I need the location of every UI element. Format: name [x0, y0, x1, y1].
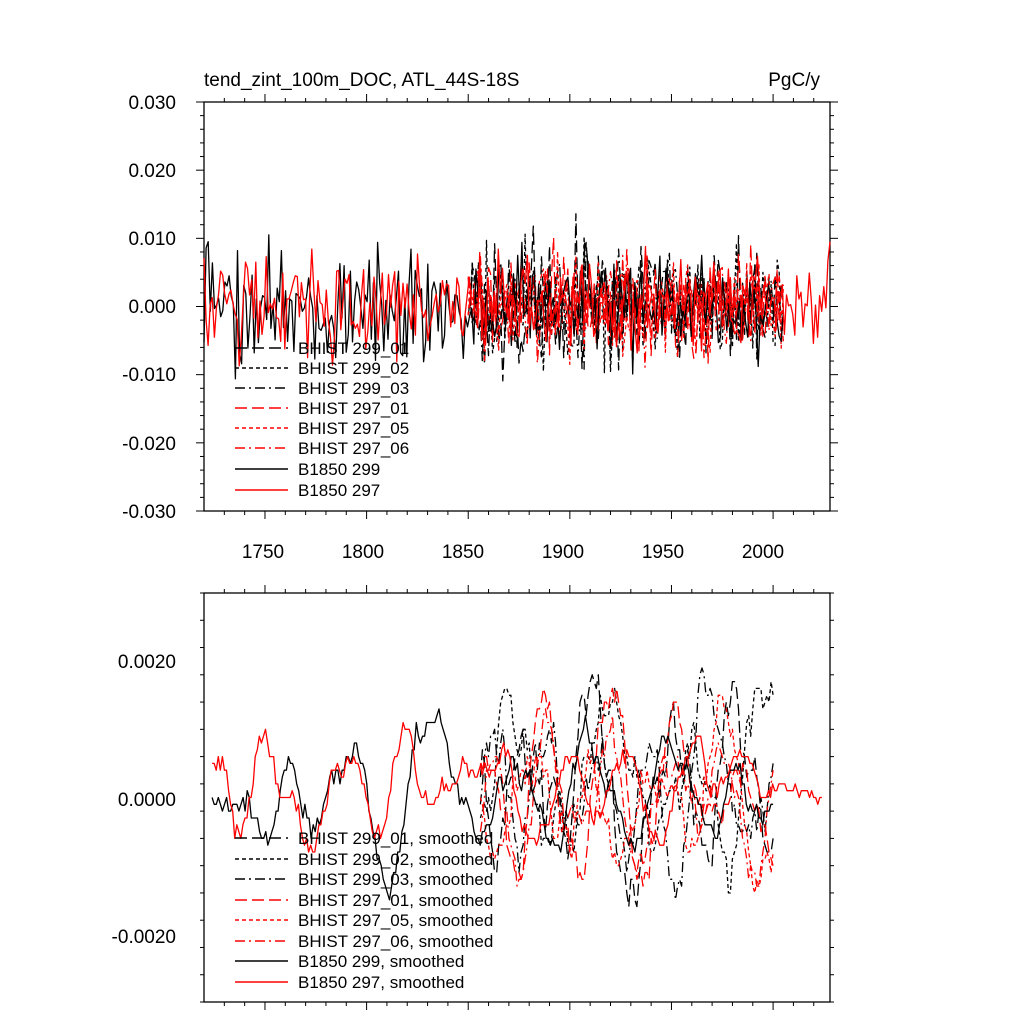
series-line-bhist-297-01-smoothed	[479, 687, 774, 887]
legend-label: BHIST 299_02, smoothed	[298, 850, 493, 869]
legend-label: BHIST 297_05	[298, 419, 409, 438]
series-line-bhist-297-06-smoothed	[479, 708, 774, 887]
legend-label: BHIST 297_06	[298, 439, 409, 458]
legend-label: B1850 299, smoothed	[298, 952, 464, 971]
x-tick-label: 1950	[642, 542, 684, 563]
bottom-panel-ticks	[200, 585, 834, 1010]
y-tick-label: 0.000	[128, 297, 176, 318]
top-panel-series	[203, 213, 831, 382]
x-tick-label: 1800	[342, 542, 384, 563]
legend-label: BHIST 299_02	[298, 359, 409, 378]
bottom-panel-y-tick-labels: 0.0020 0.0000 -0.0020	[112, 652, 176, 948]
legend-label: BHIST 297_01, smoothed	[298, 891, 493, 910]
series-line-bhist-299-01-smoothed	[479, 674, 774, 908]
legend-label: BHIST 297_01	[298, 399, 409, 418]
bottom-panel-frame	[203, 592, 831, 1003]
legend-label: BHIST 297_05, smoothed	[298, 911, 493, 930]
y-tick-label: -0.0020	[112, 927, 176, 948]
bottom-panel-legend: BHIST 299_01, smoothed BHIST 299_02, smo…	[235, 829, 493, 992]
legend-label: BHIST 299_01	[298, 339, 409, 358]
series-line-bhist-297-05	[467, 250, 784, 366]
y-tick-label: 0.020	[128, 161, 176, 182]
y-tick-label: -0.010	[122, 365, 176, 386]
bottom-panel-series	[211, 667, 822, 908]
top-panel-x-tick-labels: 1750 1800 1850 1900 1950 2000	[242, 542, 784, 563]
legend-label: B1850 299	[298, 460, 380, 479]
series-line-b1850-297	[203, 241, 831, 367]
x-tick-label: 2000	[742, 542, 784, 563]
series-line-bhist-297-06	[467, 247, 784, 368]
series-line-b1850-299-smoothed	[211, 708, 774, 901]
top-panel-ticks	[196, 94, 838, 519]
top-panel-title: tend_zint_100m_DOC, ATL_44S-18S	[204, 70, 519, 91]
y-tick-label: 0.010	[128, 229, 176, 250]
legend-label: BHIST 299_03	[298, 379, 409, 398]
y-tick-label: 0.0000	[118, 790, 176, 811]
top-panel: tend_zint_100m_DOC, ATL_44S-18S PgC/y 0.…	[122, 70, 838, 563]
top-panel-units: PgC/y	[768, 70, 820, 91]
legend-label: BHIST 297_06, smoothed	[298, 932, 493, 951]
top-panel-legend: BHIST 299_01 BHIST 299_02 BHIST 299_03 B…	[235, 339, 409, 500]
legend-label: B1850 297	[298, 481, 380, 500]
legend-label: B1850 297, smoothed	[298, 973, 464, 992]
y-tick-label: -0.030	[122, 502, 176, 523]
series-line-bhist-299-02-smoothed	[479, 680, 774, 894]
y-tick-label: -0.020	[122, 434, 176, 455]
bottom-panel: 0.0020 0.0000 -0.0020 BHIST 299_01, smoo…	[112, 585, 834, 1010]
legend-label: BHIST 299_03, smoothed	[298, 870, 493, 889]
legend-label: BHIST 299_01, smoothed	[298, 829, 493, 848]
top-panel-y-tick-labels: 0.030 0.020 0.010 0.000 -0.010 -0.020 -0…	[122, 93, 176, 523]
y-tick-label: 0.030	[128, 93, 176, 114]
x-tick-label: 1900	[542, 542, 584, 563]
y-tick-label: 0.0020	[118, 652, 176, 673]
x-tick-label: 1750	[242, 542, 284, 563]
series-line-b1850-297-smoothed	[212, 721, 822, 853]
x-tick-label: 1850	[442, 542, 484, 563]
